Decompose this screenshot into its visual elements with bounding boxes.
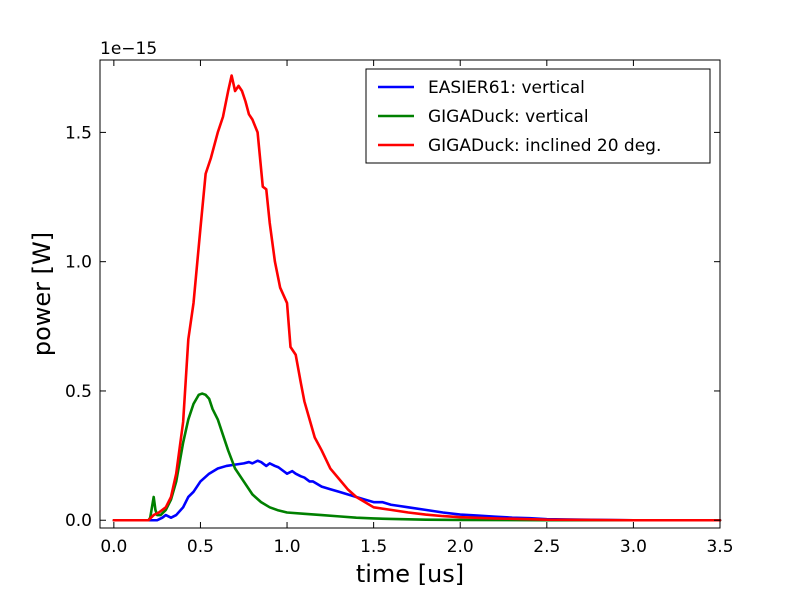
x-tick-label: 2.5 (533, 537, 560, 557)
x-tick-label: 0.5 (187, 537, 214, 557)
x-tick-label: 2.0 (447, 537, 474, 557)
x-tick-label: 1.0 (274, 537, 301, 557)
x-tick-label: 3.0 (620, 537, 647, 557)
y-tick-label: 1.5 (65, 123, 92, 143)
x-tick-label: 0.0 (100, 537, 127, 557)
series-line-gigaduck-vertical (112, 392, 722, 522)
legend: EASIER61: vertical GIGADuck: vertical GI… (365, 68, 711, 164)
plot-frame (99, 59, 721, 529)
x-tick-label: 3.5 (706, 537, 733, 557)
legend-label-gigaduck-vertical: GIGADuck: vertical (428, 107, 589, 127)
y-offset-label: 1e−15 (100, 39, 157, 59)
ticks-layer: 0.0 0.5 1.0 1.5 2.0 2.5 3.0 3.5 0.0 0.5 1.0 1.5 (65, 60, 734, 557)
legend-label-easier61-vertical: EASIER61: vertical (428, 78, 585, 98)
legend-box (365, 68, 711, 164)
y-tick-label: 0.5 (65, 382, 92, 402)
series-line-easier61-vertical (112, 459, 722, 522)
y-tick-label: 0.0 (65, 511, 92, 531)
series-line-gigaduck-inclined-20-deg (112, 74, 722, 522)
y-axis-label: power [W] (28, 232, 56, 356)
legend-label-gigaduck-inclined: GIGADuck: inclined 20 deg. (428, 136, 661, 156)
x-tick-label: 1.5 (360, 537, 387, 557)
y-tick-label: 1.0 (65, 253, 92, 273)
x-axis-label: time [us] (356, 560, 464, 588)
series-layer (112, 74, 722, 522)
